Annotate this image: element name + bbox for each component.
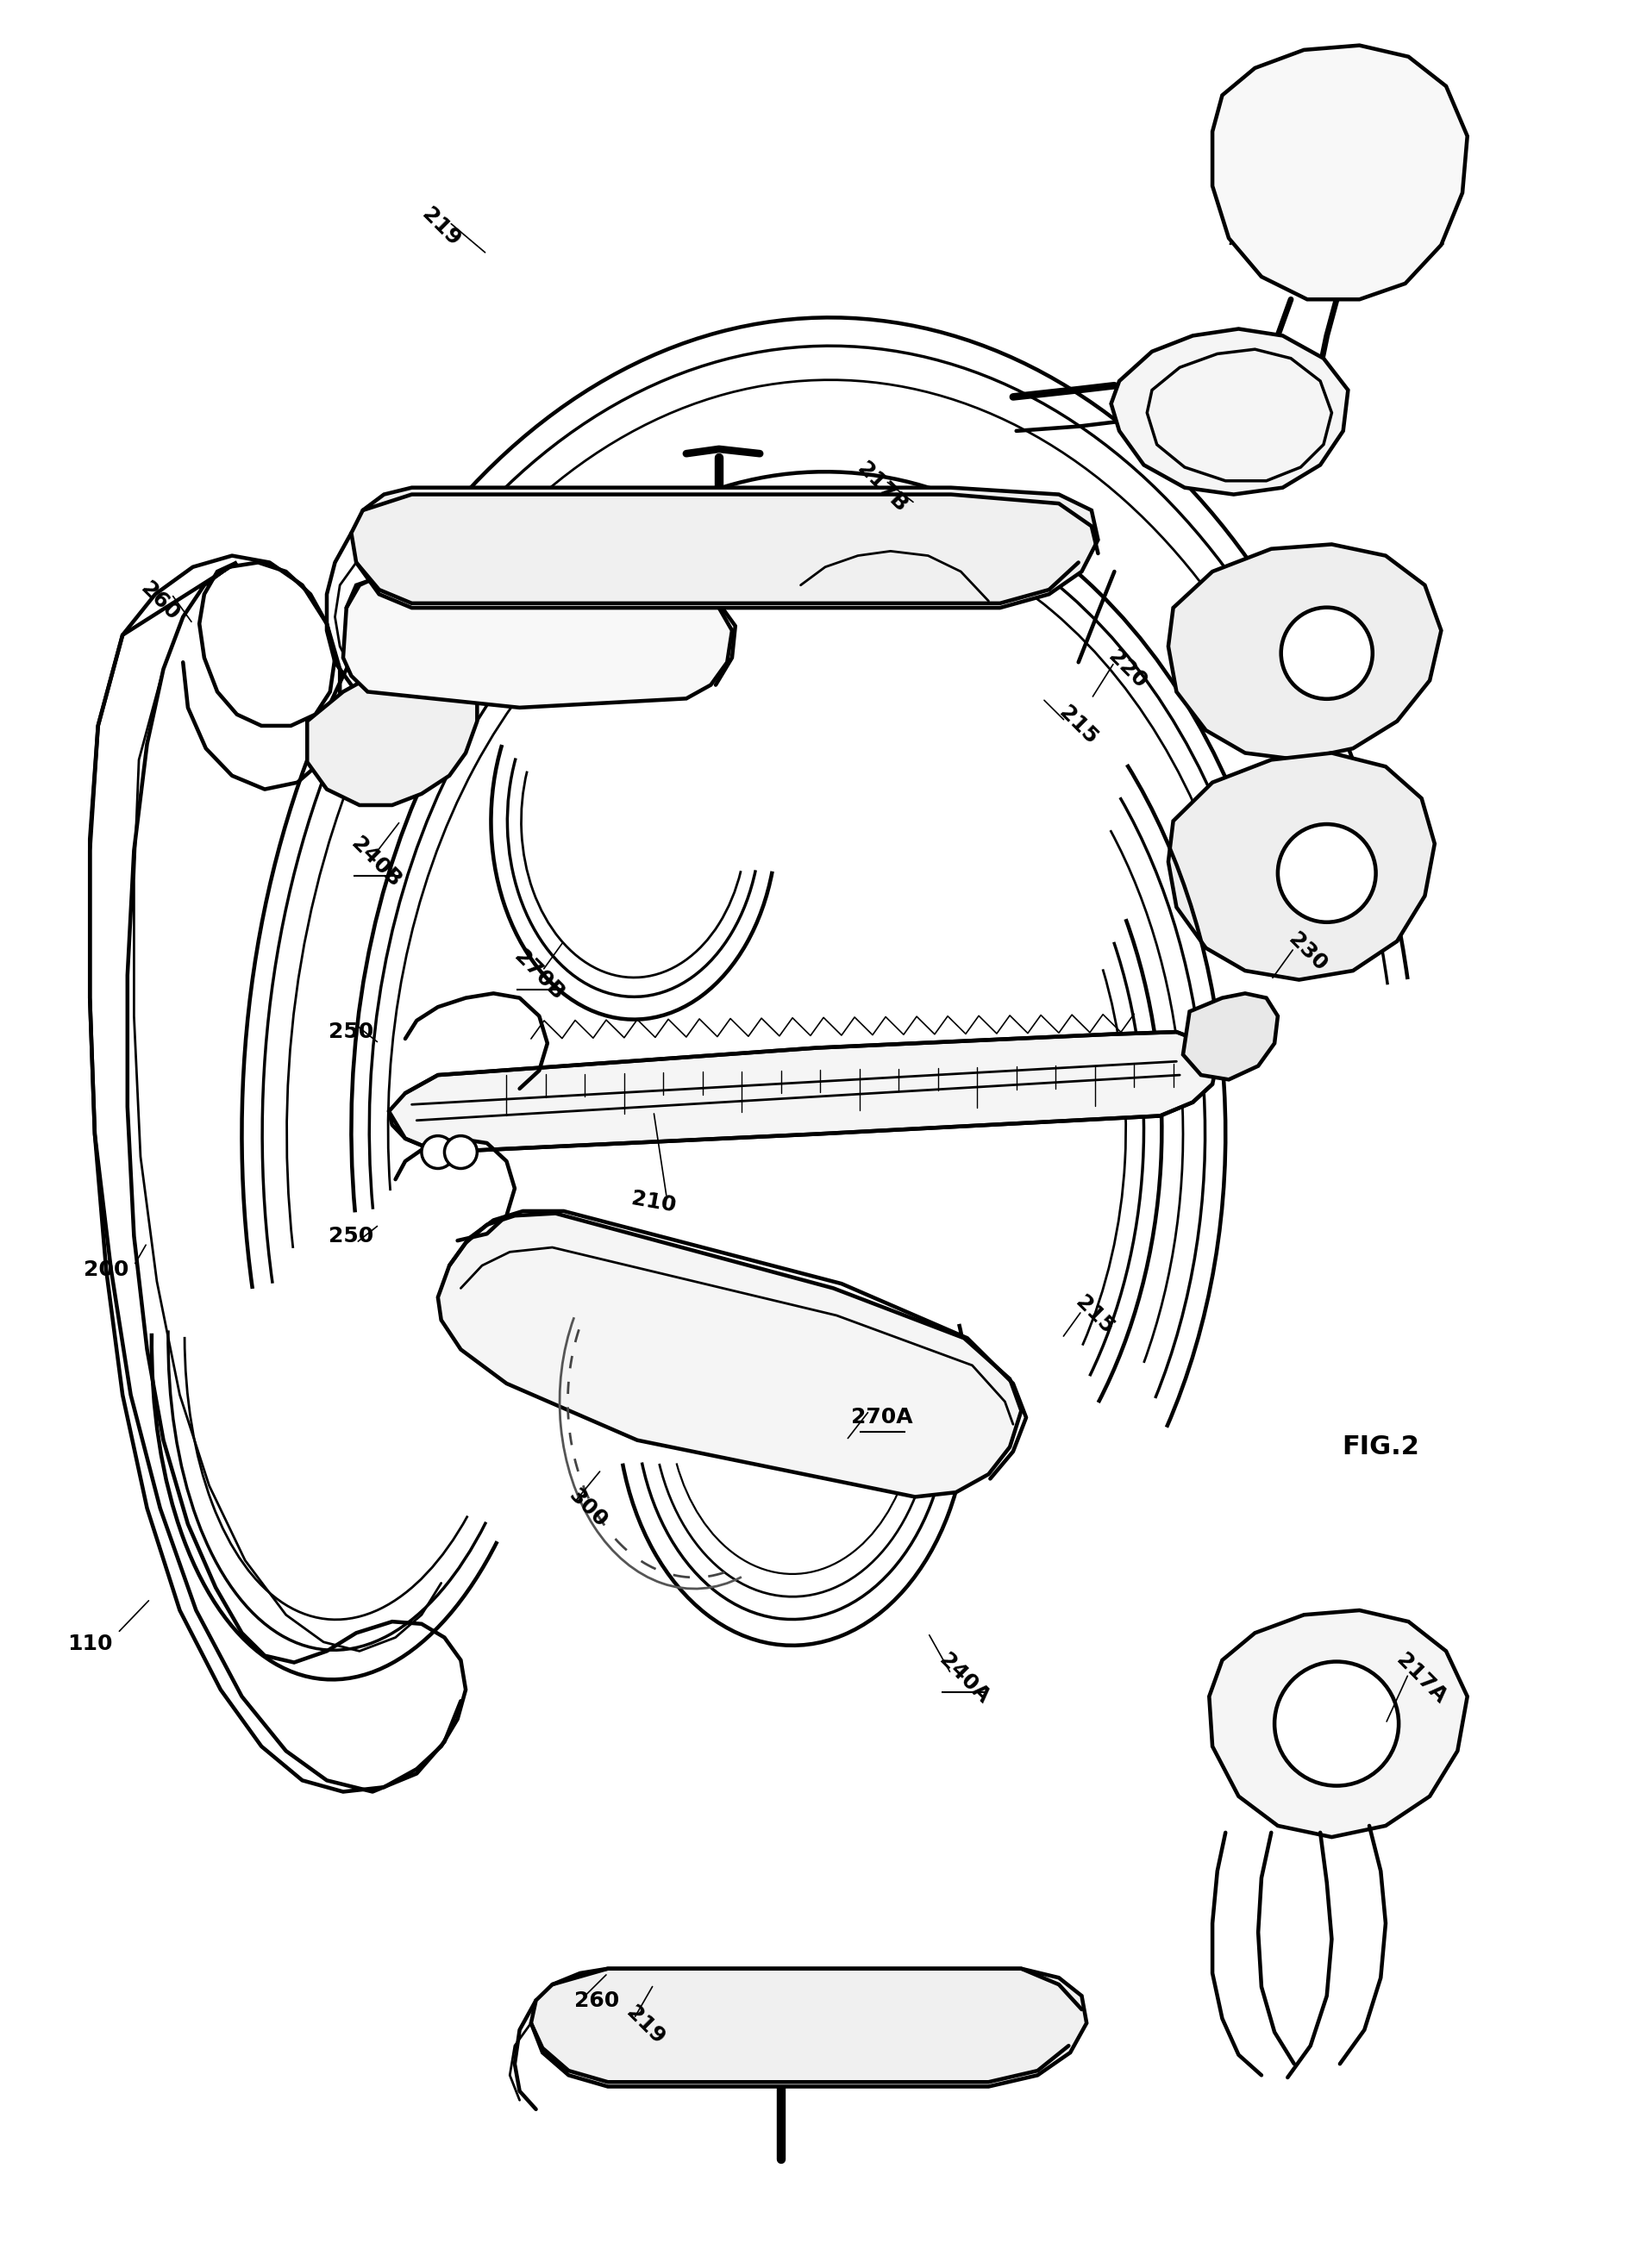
- Polygon shape: [343, 578, 732, 708]
- Text: 240A: 240A: [935, 1649, 993, 1708]
- Circle shape: [444, 1136, 477, 1168]
- Polygon shape: [531, 1969, 1087, 2087]
- Circle shape: [1278, 823, 1376, 923]
- Text: 250: 250: [328, 1225, 374, 1247]
- Text: 219: 219: [418, 204, 464, 249]
- Text: 219: 219: [623, 2003, 668, 2048]
- Text: 240B: 240B: [346, 832, 405, 891]
- Polygon shape: [1183, 993, 1278, 1080]
- Text: 270B: 270B: [510, 946, 569, 1005]
- Text: 250: 250: [328, 1021, 374, 1043]
- Text: FIG.2: FIG.2: [1342, 1433, 1420, 1461]
- Polygon shape: [1209, 1610, 1467, 1837]
- Text: 217B: 217B: [853, 458, 912, 517]
- Polygon shape: [438, 1213, 1021, 1497]
- Text: 260: 260: [574, 1989, 619, 2012]
- Circle shape: [422, 1136, 454, 1168]
- Text: 217A: 217A: [1392, 1649, 1451, 1708]
- Polygon shape: [1168, 753, 1435, 980]
- Text: 260: 260: [137, 578, 183, 624]
- Polygon shape: [1147, 349, 1332, 481]
- Text: 215: 215: [1056, 703, 1101, 748]
- Text: 210: 210: [629, 1188, 678, 1216]
- Text: 110: 110: [67, 1633, 113, 1656]
- Polygon shape: [1212, 45, 1467, 299]
- Polygon shape: [351, 488, 1098, 608]
- Text: 220: 220: [1105, 646, 1150, 692]
- Circle shape: [1281, 608, 1373, 699]
- Polygon shape: [307, 658, 477, 805]
- Text: 200: 200: [83, 1259, 129, 1281]
- Circle shape: [1275, 1662, 1399, 1785]
- Polygon shape: [90, 562, 466, 1792]
- Polygon shape: [1111, 329, 1348, 494]
- Text: 230: 230: [1284, 930, 1330, 975]
- Polygon shape: [1168, 544, 1441, 760]
- Text: 270A: 270A: [851, 1406, 913, 1429]
- Text: 215: 215: [1072, 1293, 1118, 1338]
- Polygon shape: [389, 1032, 1217, 1152]
- Text: 300: 300: [565, 1486, 611, 1531]
